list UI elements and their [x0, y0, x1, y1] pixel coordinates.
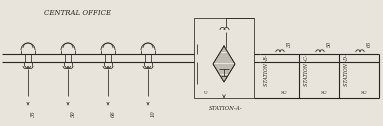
Text: 50: 50 — [326, 41, 332, 47]
Text: 35: 35 — [31, 111, 36, 117]
Text: STATION -D-: STATION -D- — [344, 54, 350, 86]
Text: SU: SU — [281, 91, 287, 95]
Text: STATION -C-: STATION -C- — [304, 54, 309, 86]
Text: U: U — [204, 91, 208, 95]
Text: STATION -B-: STATION -B- — [265, 54, 270, 86]
Text: 33: 33 — [286, 41, 291, 47]
Text: STATION-A-: STATION-A- — [209, 105, 243, 111]
Text: SU: SU — [321, 91, 327, 95]
Text: 10: 10 — [151, 111, 156, 117]
Bar — [194, 18, 254, 98]
Text: 50: 50 — [71, 111, 76, 117]
Text: 66: 66 — [367, 41, 372, 47]
Text: 66: 66 — [111, 111, 116, 117]
Text: CENTRAL OFFICE: CENTRAL OFFICE — [44, 9, 111, 17]
Text: SU: SU — [361, 91, 367, 95]
